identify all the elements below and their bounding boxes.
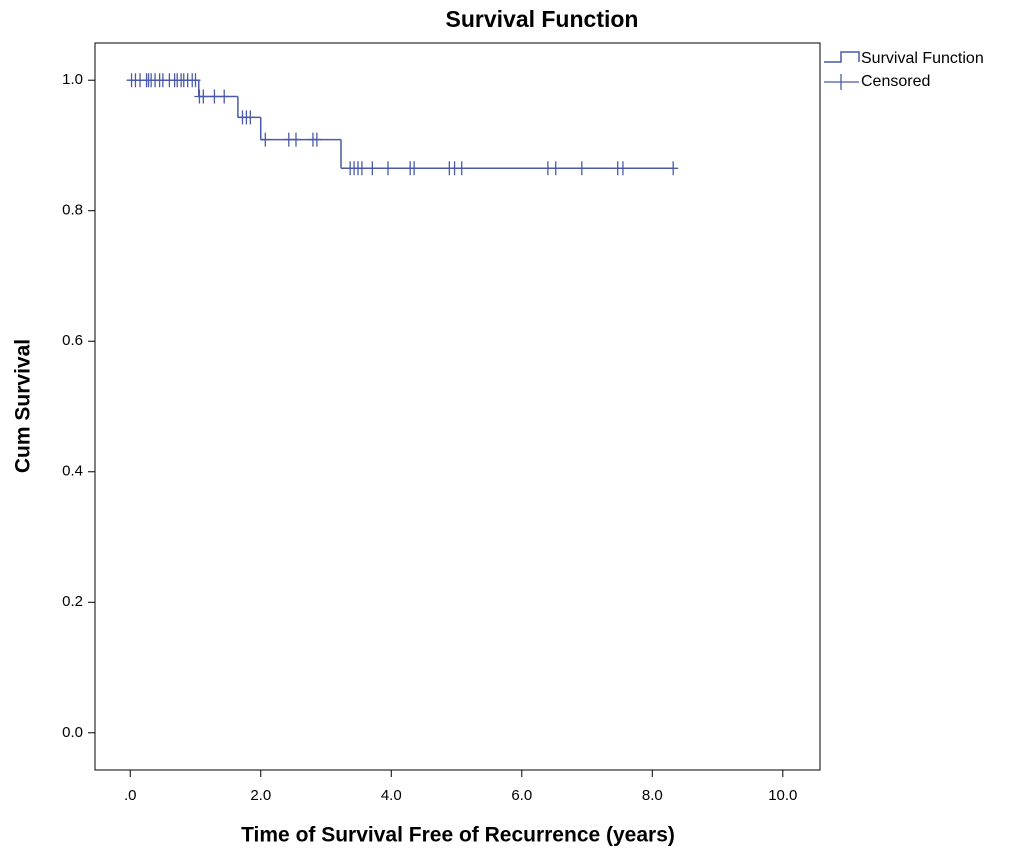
y-tick-label: 0.6 [62, 332, 83, 349]
x-tick-label: 4.0 [381, 787, 402, 804]
censored-mark [219, 89, 230, 104]
x-tick-label: 8.0 [642, 787, 663, 804]
censored-mark [668, 161, 679, 176]
y-axis-title: Cum Survival [12, 339, 35, 473]
legend-label: Survival Function [861, 50, 984, 67]
legend-label: Censored [861, 73, 930, 90]
chart-title: Survival Function [446, 6, 639, 32]
censored-mark [409, 161, 420, 176]
y-tick-label: 1.0 [62, 71, 83, 88]
censored-mark [209, 89, 220, 104]
censored-mark [198, 89, 209, 104]
censored-mark [290, 132, 301, 147]
y-tick-label: 0.2 [62, 593, 83, 610]
censored-mark [356, 161, 367, 176]
y-tick-label: 0.4 [62, 463, 83, 480]
censored-mark [367, 161, 378, 176]
censored-mark [260, 132, 271, 147]
censored-mark [245, 110, 256, 125]
y-tick-label: 0.0 [62, 724, 83, 741]
censored-mark [456, 161, 467, 176]
x-axis-title: Time of Survival Free of Recurrence (yea… [241, 824, 675, 847]
x-tick-label: 2.0 [250, 787, 271, 804]
censored-mark [617, 161, 628, 176]
legend-symbol [824, 74, 859, 90]
plot-frame [94, 42, 821, 771]
censored-mark [190, 73, 201, 88]
y-tick-label: 0.8 [62, 202, 83, 219]
censored-mark [383, 161, 394, 176]
legend-symbol [824, 51, 860, 63]
x-tick-label: .0 [124, 787, 137, 804]
x-tick-label: 6.0 [511, 787, 532, 804]
x-tick-label: 10.0 [768, 787, 797, 804]
censored-mark [576, 161, 587, 176]
censored-mark [311, 132, 322, 147]
censored-mark [550, 161, 561, 176]
